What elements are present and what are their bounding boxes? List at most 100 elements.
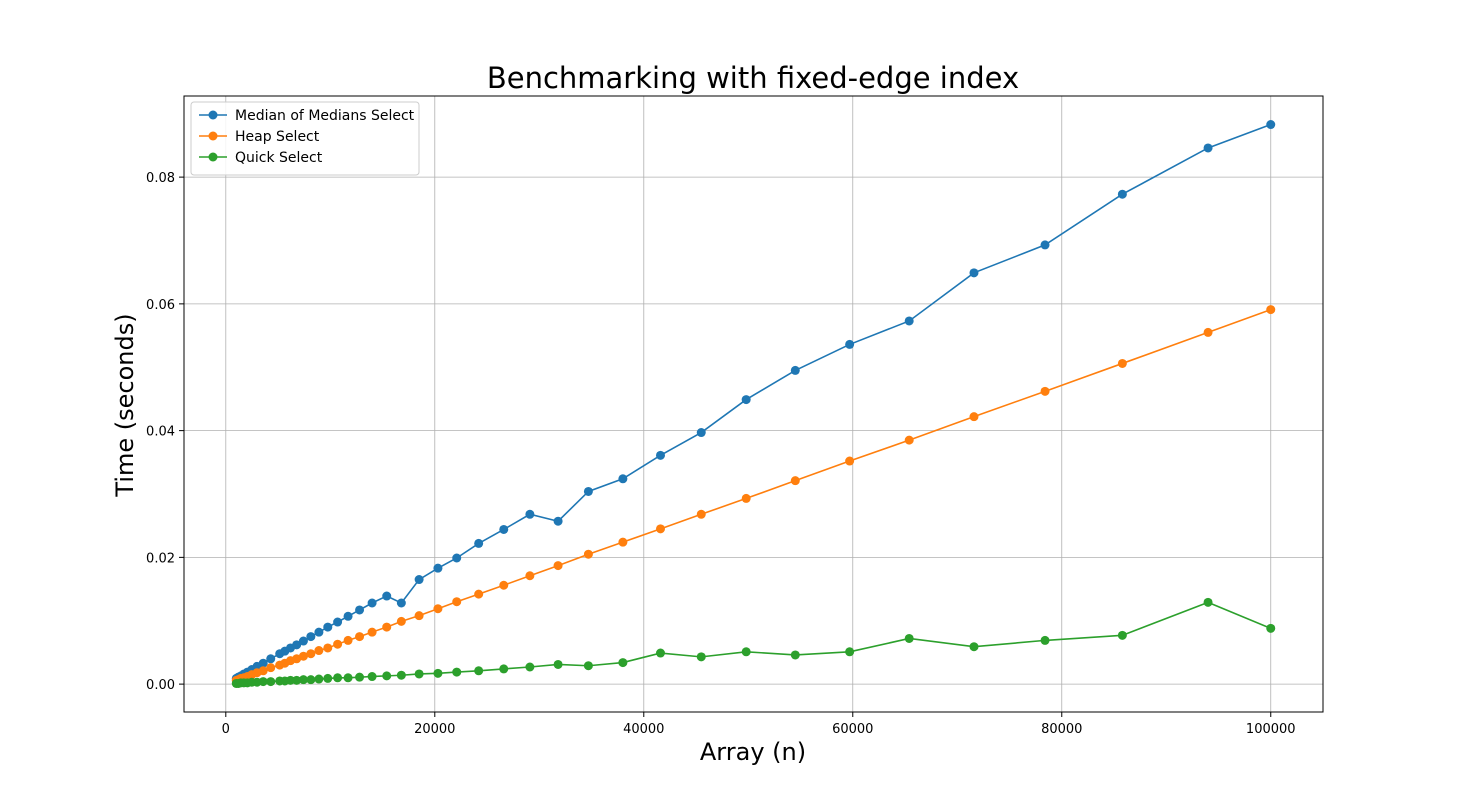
series-quick-select [231,597,1276,688]
plot-area-frame [183,95,1324,713]
series-line [235,123,1272,680]
data-point [314,627,324,637]
data-point [474,538,484,548]
data-point [525,509,535,519]
data-point [1040,635,1050,645]
data-point [414,611,424,621]
y-tick-label: 0.00 [146,678,175,693]
data-point [583,549,593,559]
data-point [343,635,353,645]
data-point [583,486,593,496]
series-layer [231,120,1276,688]
data-point [314,674,324,684]
data-point [306,675,316,685]
data-point [845,647,855,657]
data-point [655,524,665,534]
data-point [258,658,268,668]
x-tick-label: 100000 [1246,722,1296,737]
data-point [452,597,462,607]
data-point [1203,143,1213,153]
data-point [355,632,365,642]
data-point [298,651,308,661]
data-point [258,677,268,687]
data-point [1266,305,1276,315]
data-point [904,633,914,643]
data-point [367,598,377,608]
data-point [499,664,509,674]
x-axis-ticks: 0 20000 40000 60000 80000 100000 [222,712,1296,737]
data-point [474,589,484,599]
data-point [266,677,276,687]
data-point [741,493,751,503]
data-point [292,654,302,664]
data-point [904,316,914,326]
series-heap-select [231,305,1276,685]
legend-marker [208,131,218,141]
y-axis-label: Time (seconds) [111,313,139,497]
data-point [343,611,353,621]
data-point [969,412,979,422]
data-point [433,563,443,573]
data-point [741,647,751,657]
legend-marker [208,152,218,162]
data-point [258,666,268,676]
data-point [298,675,308,685]
data-point [696,509,706,519]
data-point [499,524,509,534]
data-point [741,395,751,405]
data-point [1266,120,1276,130]
legend-label: Median of Medians Select [235,108,415,124]
data-point [292,640,302,650]
data-point [323,622,333,632]
data-point [1040,240,1050,250]
data-point [333,639,343,649]
data-point [1040,386,1050,396]
data-point [367,672,377,682]
data-point [285,675,295,685]
data-point [1117,630,1127,640]
data-point [525,662,535,672]
data-point [553,516,563,526]
data-point [367,627,377,637]
series-median-of-medians-select [231,120,1276,683]
chart-title: Benchmarking with fixed-edge index [487,61,1019,95]
data-point [433,668,443,678]
data-point [1266,623,1276,633]
data-point [292,675,302,685]
data-point [323,673,333,683]
data-point [790,650,800,660]
legend-box [190,101,420,176]
data-point [525,571,535,581]
legend-item: Quick Select [199,150,323,166]
data-point [333,673,343,683]
data-point [266,663,276,673]
y-tick-label: 0.08 [146,171,175,186]
data-point [266,654,276,664]
data-point [845,339,855,349]
data-point [414,575,424,585]
data-point [969,642,979,652]
x-tick-label: 60000 [832,722,873,737]
data-point [1117,189,1127,199]
data-point [355,605,365,615]
series-line [236,308,1272,682]
data-point [343,673,353,683]
data-point [696,428,706,438]
x-tick-label: 0 [222,722,230,737]
data-point [414,669,424,679]
y-axis-ticks: 0.00 0.02 0.04 0.06 0.08 [146,171,184,693]
data-point [553,561,563,571]
x-tick-label: 80000 [1041,722,1082,737]
x-axis-label: Array (n) [700,738,806,766]
data-point [655,648,665,658]
data-point [396,598,406,608]
data-point [790,476,800,486]
data-point [306,649,316,659]
data-point [618,537,628,547]
data-point [355,672,365,682]
data-point [1117,358,1127,368]
data-point [452,667,462,677]
data-point [306,632,316,642]
